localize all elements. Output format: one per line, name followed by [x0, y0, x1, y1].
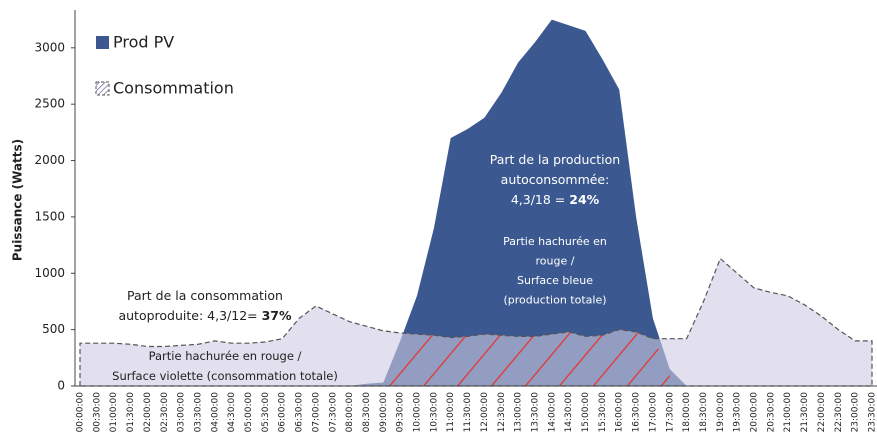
x-tick-label: 22:30:00: [834, 392, 844, 433]
x-tick-label: 17:00:00: [648, 392, 658, 433]
y-tick-label: 1500: [34, 209, 65, 223]
x-tick-label: 17:30:00: [665, 392, 675, 433]
annotation-text: autoconsommée:: [501, 172, 610, 187]
x-tick-label: 11:00:00: [446, 392, 456, 433]
annotation-text: Partie hachurée en rouge /: [149, 349, 302, 363]
x-tick-label: 23:30:00: [867, 392, 877, 433]
x-tick-label: 23:00:00: [851, 392, 861, 433]
x-tick-label: 02:30:00: [160, 392, 170, 433]
x-tick-label: 02:00:00: [143, 392, 153, 433]
annotation: 4,3/18 = 24%: [511, 192, 600, 207]
annotation-text: Part de la consommation: [127, 288, 283, 303]
y-tick-label: 3000: [34, 40, 65, 54]
x-tick-label: 10:30:00: [429, 392, 439, 433]
x-tick-label: 16:30:00: [632, 392, 642, 433]
annotation: (production totale): [503, 294, 606, 307]
x-tick-label: 03:00:00: [177, 392, 187, 433]
annotation: rouge /: [536, 255, 575, 268]
x-tick-label: 05:30:00: [261, 392, 271, 433]
x-tick-label: 11:30:00: [463, 392, 473, 433]
annotation: Part de la production: [490, 152, 620, 167]
x-tick-label: 20:30:00: [766, 392, 776, 433]
x-tick-label: 18:00:00: [682, 392, 692, 433]
annotation-bold: 24%: [569, 192, 599, 207]
x-tick-label: 01:00:00: [109, 392, 119, 433]
x-tick-label: 06:30:00: [295, 392, 305, 433]
x-tick-label: 21:30:00: [800, 392, 810, 433]
x-tick-label: 04:30:00: [227, 392, 237, 433]
legend-swatch: [95, 81, 110, 96]
annotation-text: Surface bleue: [517, 274, 593, 287]
y-tick-label: 1000: [34, 266, 65, 280]
x-tick-label: 09:00:00: [379, 392, 389, 433]
annotation-text: Surface violette (consommation totale): [112, 369, 338, 383]
x-tick-label: 15:00:00: [581, 392, 591, 433]
annotation-text: Part de la production: [490, 152, 620, 167]
annotation: Partie hachurée en rouge /: [149, 349, 302, 363]
x-tick-label: 13:30:00: [530, 392, 540, 433]
x-tick-label: 14:30:00: [564, 392, 574, 433]
x-tick-label: 05:00:00: [244, 392, 254, 433]
legend-label: Consommation: [113, 79, 234, 98]
annotation: Surface violette (consommation totale): [112, 369, 338, 383]
x-tick-label: 07:30:00: [328, 392, 338, 433]
x-tick-label: 18:30:00: [699, 392, 709, 433]
x-tick-label: 04:00:00: [210, 392, 220, 433]
annotation-text: rouge /: [536, 255, 575, 268]
x-tick-label: 01:30:00: [126, 392, 136, 433]
x-tick-label: 00:30:00: [92, 392, 102, 433]
x-tick-label: 19:30:00: [733, 392, 743, 433]
x-tick-label: 20:00:00: [750, 392, 760, 433]
annotation: Partie hachurée en: [503, 235, 607, 248]
y-tick-label: 0: [57, 379, 65, 393]
annotation-text: (production totale): [503, 294, 606, 307]
annotation: Surface bleue: [517, 274, 593, 287]
y-tick-label: 2500: [34, 97, 65, 111]
annotation-bold: 37%: [262, 308, 292, 323]
x-tick-label: 22:00:00: [817, 392, 827, 433]
annotation: Part de la consommation: [127, 288, 283, 303]
overlap-hatch: [383, 329, 670, 386]
x-tick-label: 12:30:00: [497, 392, 507, 433]
x-tick-label: 09:30:00: [396, 392, 406, 433]
legend-label: Prod PV: [113, 33, 174, 52]
annotation-text: 4,3/18 =: [511, 192, 569, 207]
annotation: autoconsommée:: [501, 172, 610, 187]
x-tick-label: 03:30:00: [193, 392, 203, 433]
x-tick-label: 06:00:00: [278, 392, 288, 433]
x-tick-label: 13:00:00: [514, 392, 524, 433]
x-tick-label: 08:30:00: [362, 392, 372, 433]
x-tick-label: 21:00:00: [783, 392, 793, 433]
x-tick-label: 14:00:00: [547, 392, 557, 433]
x-tick-label: 08:00:00: [345, 392, 355, 433]
area-0: [80, 19, 872, 386]
y-tick-label: 2000: [34, 153, 65, 167]
annotation: autoproduite: 4,3/12= 37%: [118, 308, 292, 323]
x-tick-label: 10:00:00: [413, 392, 423, 433]
legend-swatch: [96, 36, 109, 49]
x-tick-label: 07:00:00: [311, 392, 321, 433]
annotation-text: autoproduite: 4,3/12=: [118, 308, 261, 323]
x-tick-label: 19:00:00: [716, 392, 726, 433]
x-tick-label: 00:00:00: [76, 392, 86, 433]
x-tick-label: 16:00:00: [615, 392, 625, 433]
x-tick-label: 15:30:00: [598, 392, 608, 433]
annotation-text: Partie hachurée en: [503, 235, 607, 248]
y-axis-label: Puissance (Watts): [11, 139, 25, 261]
x-tick-label: 12:00:00: [480, 392, 490, 433]
y-tick-label: 500: [42, 322, 65, 336]
